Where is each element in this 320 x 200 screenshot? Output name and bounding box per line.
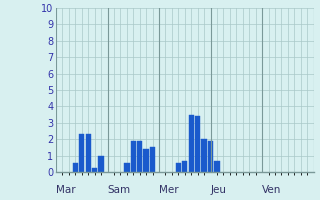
Bar (79, 134, 84, 172)
Text: Mar: Mar (56, 185, 76, 195)
Bar (182, 161, 188, 172)
Bar (201, 139, 207, 172)
Text: Sam: Sam (108, 185, 131, 195)
Bar (188, 115, 194, 172)
Bar (208, 141, 213, 172)
Bar (195, 116, 200, 172)
Bar (124, 163, 130, 172)
Text: Jeu: Jeu (211, 185, 227, 195)
Bar (85, 134, 91, 172)
Bar (98, 156, 104, 172)
Bar (214, 161, 220, 172)
Text: Ven: Ven (262, 185, 282, 195)
Text: Mer: Mer (159, 185, 179, 195)
Bar (176, 163, 181, 172)
Bar (131, 141, 136, 172)
Bar (92, 168, 97, 172)
Bar (143, 149, 149, 172)
Bar (73, 163, 78, 172)
Bar (150, 147, 155, 172)
Bar (137, 141, 142, 172)
